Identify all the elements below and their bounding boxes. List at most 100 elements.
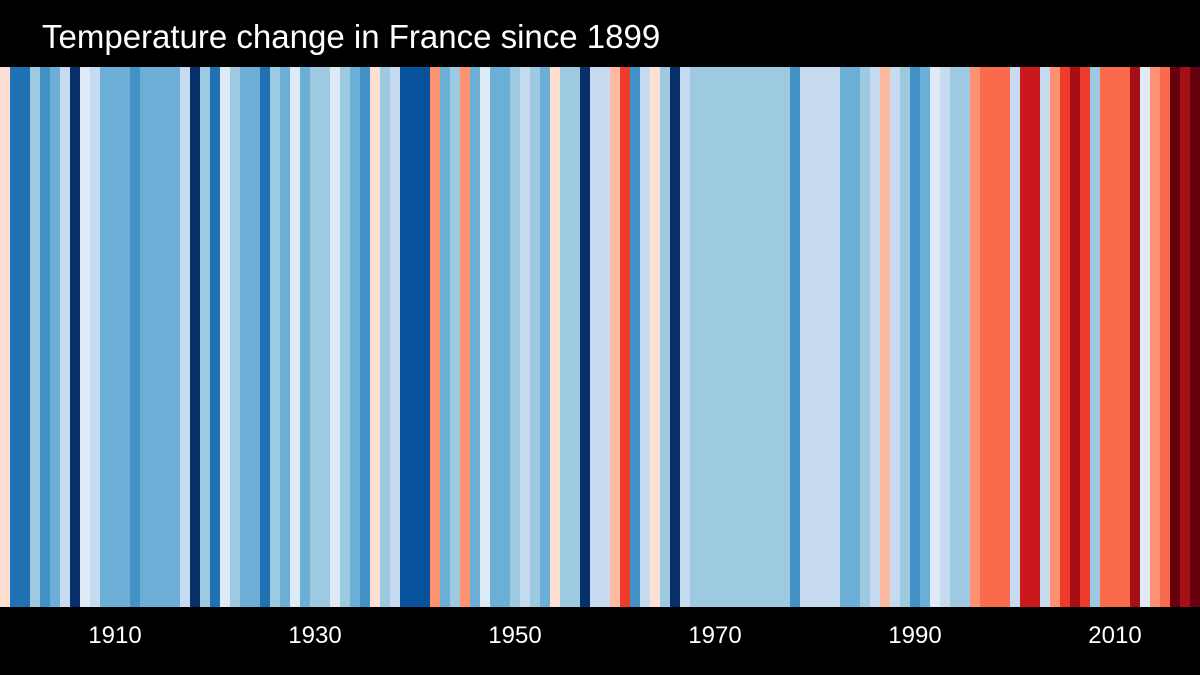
stripe-1984 — [850, 67, 861, 607]
stripe-1946 — [470, 67, 481, 607]
stripe-1998 — [990, 67, 1001, 607]
stripe-1967 — [680, 67, 691, 607]
stripe-1992 — [930, 67, 941, 607]
stripe-1981 — [820, 67, 831, 607]
stripe-1961 — [620, 67, 631, 607]
stripe-1948 — [490, 67, 501, 607]
stripe-1977 — [780, 67, 791, 607]
stripe-1913 — [140, 67, 151, 607]
stripe-2014 — [1150, 67, 1161, 607]
chart-title: Temperature change in France since 1899 — [42, 18, 661, 55]
stripe-1994 — [950, 67, 961, 607]
stripe-1976 — [770, 67, 781, 607]
stripe-1933 — [340, 67, 351, 607]
stripe-1995 — [960, 67, 971, 607]
stripe-2016 — [1170, 67, 1181, 607]
stripe-1910 — [110, 67, 121, 607]
stripe-1945 — [460, 67, 471, 607]
stripe-1914 — [150, 67, 161, 607]
stripe-1949 — [500, 67, 511, 607]
stripe-1932 — [330, 67, 341, 607]
stripe-2002 — [1030, 67, 1041, 607]
stripe-1908 — [90, 67, 101, 607]
stripe-1918 — [190, 67, 201, 607]
x-axis-ticks: 1910 1930 1950 1970 1990 2010 — [0, 618, 1200, 658]
stripe-1959 — [600, 67, 611, 607]
stripe-1944 — [450, 67, 461, 607]
stripe-1927 — [280, 67, 291, 607]
stripe-1982 — [830, 67, 841, 607]
stripe-1905 — [60, 67, 71, 607]
stripe-1990 — [910, 67, 921, 607]
stripe-2008 — [1090, 67, 1101, 607]
stripe-1920 — [210, 67, 221, 607]
stripe-1979 — [800, 67, 811, 607]
stripe-1983 — [840, 67, 851, 607]
stripe-2006 — [1070, 67, 1081, 607]
x-tick-label: 1930 — [288, 622, 342, 649]
stripe-2009 — [1100, 67, 1111, 607]
stripe-1934 — [350, 67, 361, 607]
stripe-1931 — [320, 67, 331, 607]
stripe-1989 — [900, 67, 911, 607]
stripe-2007 — [1080, 67, 1091, 607]
stripe-1964 — [650, 67, 661, 607]
stripe-1936 — [370, 67, 381, 607]
stripe-1980 — [810, 67, 821, 607]
stripe-1950 — [510, 67, 521, 607]
x-tick-label: 1970 — [688, 622, 742, 649]
stripe-1973 — [740, 67, 751, 607]
stripe-1960 — [610, 67, 621, 607]
stripe-1937 — [380, 67, 391, 607]
stripe-1939 — [400, 67, 411, 607]
stripe-1963 — [640, 67, 651, 607]
stripe-1915 — [160, 67, 171, 607]
stripe-2013 — [1140, 67, 1151, 607]
stripe-1928 — [290, 67, 301, 607]
stripe-2000 — [1010, 67, 1021, 607]
stripe-2010 — [1110, 67, 1121, 607]
stripe-1909 — [100, 67, 111, 607]
stripe-1916 — [170, 67, 181, 607]
stripe-1906 — [70, 67, 81, 607]
stripe-1919 — [200, 67, 211, 607]
stripe-2001 — [1020, 67, 1031, 607]
stripe-2003 — [1040, 67, 1051, 607]
stripe-1942 — [430, 67, 441, 607]
stripe-1958 — [590, 67, 601, 607]
stripe-1925 — [260, 67, 271, 607]
stripe-1917 — [180, 67, 191, 607]
stripe-2012 — [1130, 67, 1141, 607]
stripe-2018 — [1190, 67, 1200, 607]
stripe-1911 — [120, 67, 131, 607]
stripe-1929 — [300, 67, 311, 607]
stripe-1930 — [310, 67, 321, 607]
stripe-1968 — [690, 67, 701, 607]
stripe-1955 — [560, 67, 571, 607]
stripe-2004 — [1050, 67, 1061, 607]
stripe-1902 — [30, 67, 41, 607]
stripe-1922 — [230, 67, 241, 607]
stripe-1935 — [360, 67, 371, 607]
stripe-1907 — [80, 67, 91, 607]
stripe-1956 — [570, 67, 581, 607]
stripe-1999 — [1000, 67, 1011, 607]
stripe-1903 — [40, 67, 51, 607]
stripe-1970 — [710, 67, 721, 607]
stripe-2015 — [1160, 67, 1171, 607]
stripe-1957 — [580, 67, 591, 607]
stripe-1924 — [250, 67, 261, 607]
stripe-1991 — [920, 67, 931, 607]
stripe-1986 — [870, 67, 881, 607]
stripe-1975 — [760, 67, 771, 607]
stripe-1997 — [980, 67, 991, 607]
stripe-1953 — [540, 67, 551, 607]
stripe-1985 — [860, 67, 871, 607]
stripe-1978 — [790, 67, 801, 607]
stripe-1947 — [480, 67, 491, 607]
stripe-1966 — [670, 67, 681, 607]
stripe-1900 — [10, 67, 21, 607]
stripe-1996 — [970, 67, 981, 607]
stripe-1952 — [530, 67, 541, 607]
stripe-1993 — [940, 67, 951, 607]
